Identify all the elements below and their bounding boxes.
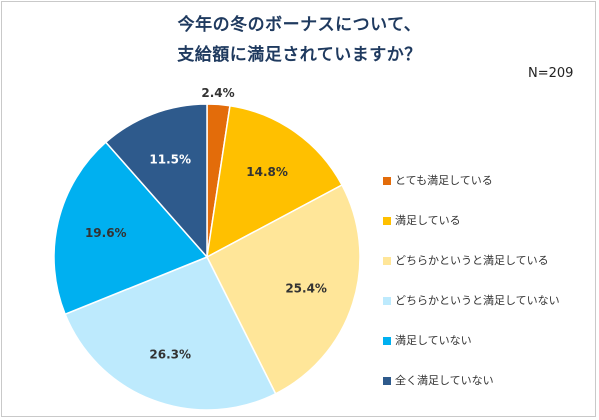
legend-swatch-icon bbox=[383, 337, 391, 345]
legend-item: 全く満足していない bbox=[383, 373, 593, 413]
data-label: 26.3% bbox=[149, 347, 191, 361]
legend-label: どちらかというと満足している bbox=[395, 254, 549, 267]
legend-swatch-icon bbox=[383, 377, 391, 385]
legend-label: 満足していない bbox=[395, 334, 472, 347]
chart-title-line-2: 支給額に満足されていますか？ bbox=[177, 45, 422, 65]
legend-label: 満足している bbox=[395, 214, 461, 227]
data-label: 14.8% bbox=[246, 165, 288, 179]
chart-title-line-1: 今年の冬のボーナスについて、 bbox=[177, 15, 422, 35]
legend-swatch-icon bbox=[383, 297, 391, 305]
chart-title: 今年の冬のボーナスについて、 支給額に満足されていますか？ bbox=[0, 10, 599, 70]
sample-size-note: N=209 bbox=[528, 66, 574, 81]
legend-item: とても満足している bbox=[383, 173, 593, 213]
data-label: 25.4% bbox=[285, 282, 327, 296]
pie-slice bbox=[104, 103, 208, 259]
legend-swatch-icon bbox=[383, 177, 391, 185]
data-label: 19.6% bbox=[85, 226, 127, 240]
data-label: 11.5% bbox=[149, 153, 191, 167]
pie-slice bbox=[206, 104, 344, 259]
legend-item: 満足している bbox=[383, 213, 593, 253]
legend-label: 全く満足していない bbox=[395, 374, 494, 387]
legend-label: どちらかというと満足していない bbox=[395, 294, 560, 307]
legend-swatch-icon bbox=[383, 257, 391, 265]
data-label: 2.4% bbox=[201, 86, 234, 100]
legend-item: どちらかというと満足していない bbox=[383, 293, 593, 333]
legend: とても満足している 満足している どちらかというと満足している どちらかというと… bbox=[383, 173, 593, 413]
pie-slice bbox=[64, 256, 277, 411]
pie-slice bbox=[206, 183, 361, 395]
legend-item: 満足していない bbox=[383, 333, 593, 373]
legend-swatch-icon bbox=[383, 217, 391, 225]
legend-label: とても満足している bbox=[395, 174, 493, 187]
legend-item: どちらかというと満足している bbox=[383, 253, 593, 293]
pie-slice bbox=[53, 141, 209, 316]
